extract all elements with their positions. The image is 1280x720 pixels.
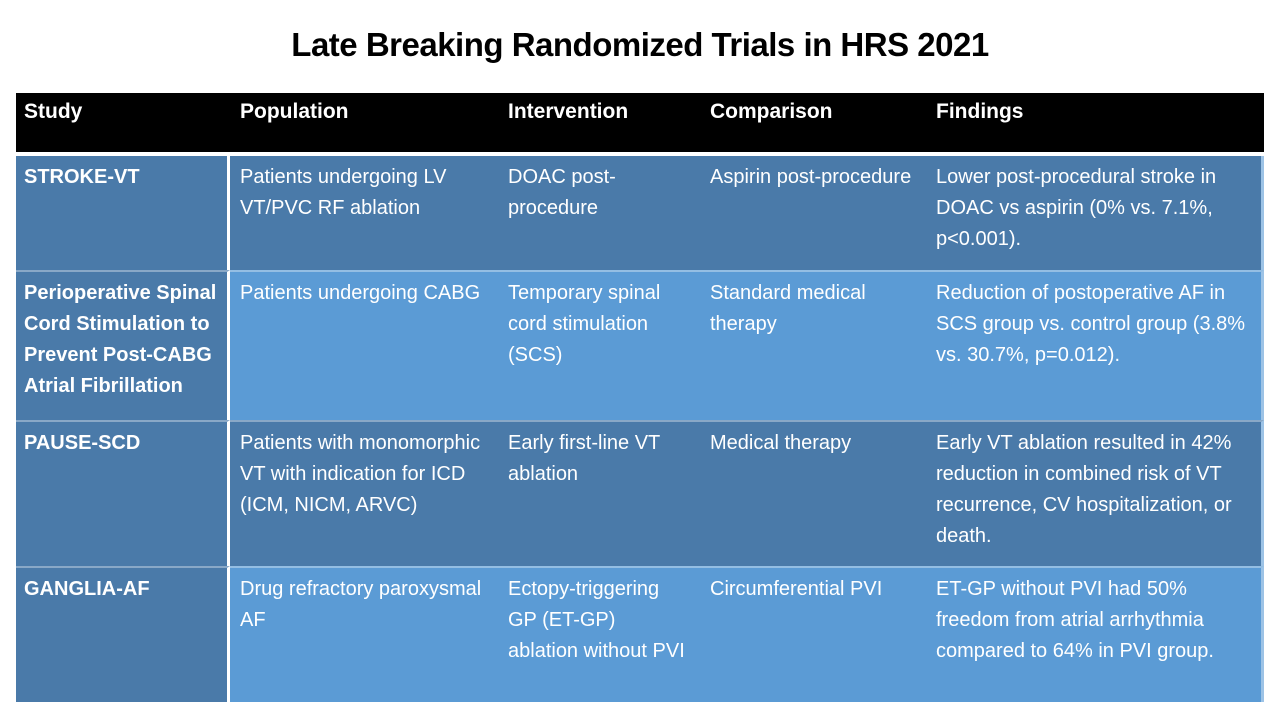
cell-intervention: Early first-line VT ablation bbox=[498, 420, 700, 566]
table-row: Perioperative Spinal Cord Stimulation to… bbox=[16, 270, 1264, 420]
cell-study: Perioperative Spinal Cord Stimulation to… bbox=[16, 270, 230, 420]
table-row: STROKE-VT Patients undergoing LV VT/PVC … bbox=[16, 156, 1264, 270]
cell-comparison: Circumferential PVI bbox=[700, 566, 926, 702]
cell-study: STROKE-VT bbox=[16, 156, 230, 270]
header-cell-population: Population bbox=[240, 100, 349, 123]
cell-comparison: Medical therapy bbox=[700, 420, 926, 566]
cell-findings: Early VT ablation resulted in 42% reduct… bbox=[926, 420, 1264, 566]
cell-findings: ET-GP without PVI had 50% freedom from a… bbox=[926, 566, 1264, 702]
cell-comparison: Standard medical therapy bbox=[700, 270, 926, 420]
header-cell-comparison: Comparison bbox=[710, 100, 833, 123]
header-cell-study: Study bbox=[24, 100, 83, 123]
header-cell-intervention: Intervention bbox=[508, 100, 629, 123]
cell-intervention: DOAC post-procedure bbox=[498, 156, 700, 270]
cell-study: GANGLIA-AF bbox=[16, 566, 230, 702]
cell-intervention: Ectopy-triggering GP (ET-GP) ablation wi… bbox=[498, 566, 700, 702]
cell-findings: Lower post-procedural stroke in DOAC vs … bbox=[926, 156, 1264, 270]
cell-population: Patients with monomorphic VT with indica… bbox=[230, 420, 498, 566]
cell-intervention: Temporary spinal cord stimulation (SCS) bbox=[498, 270, 700, 420]
header-cell-findings: Findings bbox=[936, 100, 1024, 123]
table-row: GANGLIA-AF Drug refractory paroxysmal AF… bbox=[16, 566, 1264, 702]
cell-population: Drug refractory paroxysmal AF bbox=[230, 566, 498, 702]
cell-findings: Reduction of postoperative AF in SCS gro… bbox=[926, 270, 1264, 420]
cell-population: Patients undergoing CABG bbox=[230, 270, 498, 420]
trials-table: Study Population Intervention Comparison… bbox=[16, 93, 1264, 702]
cell-population: Patients undergoing LV VT/PVC RF ablatio… bbox=[230, 156, 498, 270]
cell-comparison: Aspirin post-procedure bbox=[700, 156, 926, 270]
table-header-row: Study Population Intervention Comparison… bbox=[16, 93, 1264, 152]
cell-study: PAUSE-SCD bbox=[16, 420, 230, 566]
table-row: PAUSE-SCD Patients with monomorphic VT w… bbox=[16, 420, 1264, 566]
page-title: Late Breaking Randomized Trials in HRS 2… bbox=[291, 26, 989, 63]
